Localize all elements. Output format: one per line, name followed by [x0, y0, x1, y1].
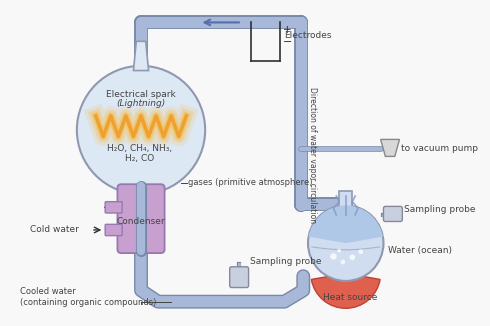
Text: Cooled water
(containing organic compounds): Cooled water (containing organic compoun… — [20, 287, 157, 307]
Circle shape — [359, 249, 363, 254]
Text: (Lightning): (Lightning) — [117, 99, 166, 108]
Text: Condenser: Condenser — [117, 217, 165, 226]
Text: Water (ocean): Water (ocean) — [388, 246, 452, 255]
Text: Electrical spark: Electrical spark — [106, 90, 176, 99]
Circle shape — [349, 255, 355, 260]
Text: −: − — [283, 37, 292, 47]
Text: Cold water: Cold water — [30, 226, 78, 234]
FancyBboxPatch shape — [105, 202, 122, 213]
Text: +: + — [283, 25, 291, 35]
Circle shape — [337, 249, 341, 253]
Polygon shape — [133, 41, 148, 70]
FancyBboxPatch shape — [118, 184, 165, 253]
Wedge shape — [311, 274, 380, 308]
Text: Direction of water vapor circulation: Direction of water vapor circulation — [308, 87, 317, 224]
Circle shape — [308, 205, 384, 281]
Text: to vacuum pump: to vacuum pump — [401, 144, 478, 153]
Text: H₂, CO: H₂, CO — [124, 154, 154, 163]
Circle shape — [330, 253, 337, 260]
Text: gases (primitive atmosphere): gases (primitive atmosphere) — [188, 178, 313, 187]
FancyBboxPatch shape — [339, 191, 352, 208]
Text: H₂O, CH₄, NH₃,: H₂O, CH₄, NH₃, — [106, 144, 172, 153]
Circle shape — [77, 66, 205, 194]
Polygon shape — [381, 140, 399, 156]
Text: Sampling probe: Sampling probe — [250, 257, 322, 266]
Text: Heat source: Heat source — [323, 293, 378, 303]
FancyBboxPatch shape — [384, 206, 402, 221]
FancyBboxPatch shape — [230, 267, 248, 288]
Wedge shape — [309, 205, 383, 243]
Circle shape — [341, 260, 345, 264]
FancyBboxPatch shape — [105, 224, 122, 236]
Text: Sampling probe: Sampling probe — [404, 205, 476, 214]
Text: Electrodes: Electrodes — [284, 31, 332, 40]
